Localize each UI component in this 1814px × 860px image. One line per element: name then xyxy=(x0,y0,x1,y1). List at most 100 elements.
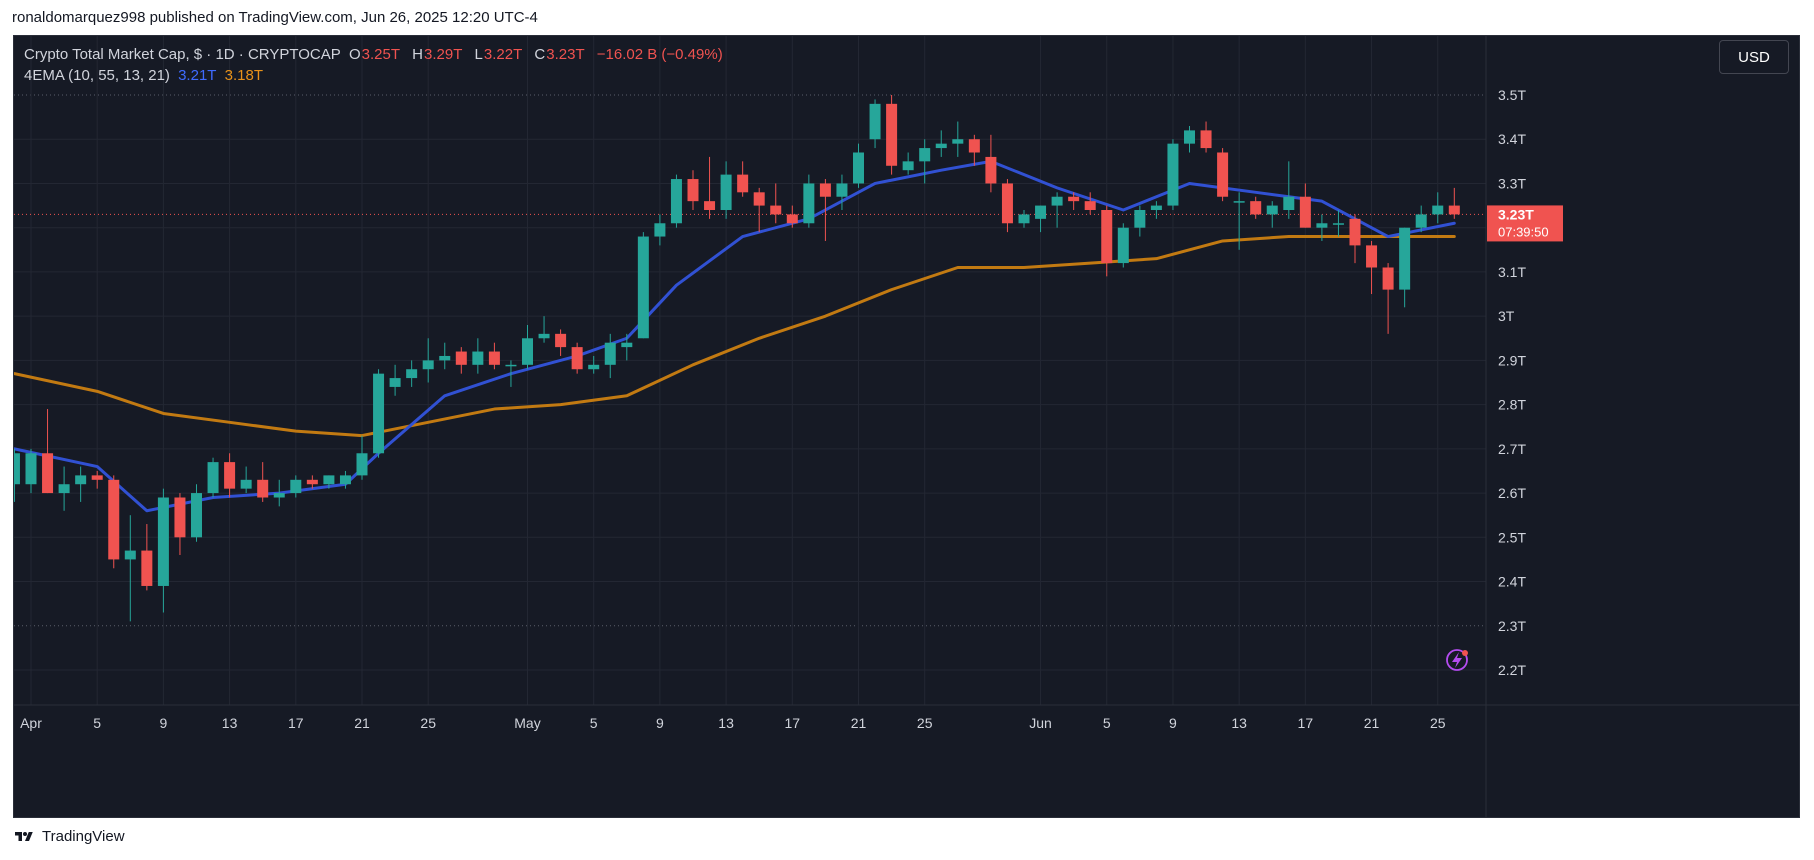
legend-indicator-row: 4EMA (10, 55, 13, 21) 3.21T 3.18T xyxy=(24,65,727,86)
candle-body xyxy=(1068,196,1080,202)
candle xyxy=(654,214,666,246)
candle xyxy=(455,347,467,374)
footer-brand[interactable]: TradingView xyxy=(42,828,125,845)
chart-frame[interactable]: Crypto Total Market Cap, $ · 1D · CRYPTO… xyxy=(13,35,1800,818)
candle-body xyxy=(488,351,500,365)
candle xyxy=(836,174,848,210)
candle-body xyxy=(389,378,401,387)
candle xyxy=(968,134,980,166)
candle xyxy=(803,174,815,228)
ema-slow-value: 3.18T xyxy=(224,67,263,84)
candle xyxy=(14,448,20,502)
x-tick-label: May xyxy=(514,715,540,731)
candle xyxy=(1117,223,1129,268)
candle xyxy=(853,143,864,188)
y-tick-label: 3.4T xyxy=(1498,131,1526,147)
candle-body xyxy=(472,351,484,365)
candle-body xyxy=(819,183,831,197)
candle xyxy=(555,329,567,356)
candle xyxy=(1448,187,1460,219)
ema-fast-value: 3.21T xyxy=(178,67,217,84)
candle-body xyxy=(968,139,980,153)
legend-low: L3.22T xyxy=(474,46,523,63)
candle-body xyxy=(1150,205,1162,210)
candle xyxy=(1018,210,1030,228)
lightning-icon[interactable] xyxy=(1446,649,1468,671)
x-tick-label: 9 xyxy=(656,715,664,731)
candle xyxy=(1250,196,1262,219)
candle xyxy=(1084,192,1096,215)
candle xyxy=(257,462,269,502)
candle-body xyxy=(306,479,318,485)
candle-body xyxy=(1217,152,1229,197)
candle-body xyxy=(1018,214,1030,224)
candle-body xyxy=(406,369,418,379)
candle xyxy=(1001,179,1013,233)
candle-body xyxy=(108,479,120,560)
candle xyxy=(1068,192,1080,210)
candle xyxy=(406,360,418,387)
candle xyxy=(621,333,633,361)
candle xyxy=(952,121,964,157)
candle-body xyxy=(439,355,451,361)
candle xyxy=(505,360,517,387)
candle-body xyxy=(902,161,914,171)
tradingview-logo-icon[interactable] xyxy=(12,830,36,844)
candle-body xyxy=(1035,205,1047,219)
candle xyxy=(323,475,335,489)
legend: Crypto Total Market Cap, $ · 1D · CRYPTO… xyxy=(24,44,727,86)
candle-body xyxy=(853,152,864,184)
candle-body xyxy=(1399,227,1411,290)
candle xyxy=(273,479,285,507)
candle-body xyxy=(1233,201,1245,203)
x-tick-label: 17 xyxy=(288,715,304,731)
candle xyxy=(191,484,202,542)
ema-slow-line xyxy=(14,235,1456,438)
candle xyxy=(1167,139,1179,210)
candle-body xyxy=(207,462,219,494)
candle-body xyxy=(1283,196,1295,210)
candle-body xyxy=(323,475,335,485)
currency-button[interactable]: USD xyxy=(1719,40,1789,74)
candle-body xyxy=(1299,196,1311,228)
candle xyxy=(373,369,385,458)
candle xyxy=(538,316,550,343)
price-tag-value: 3.23T xyxy=(1498,206,1534,222)
candle-body xyxy=(538,333,550,339)
candle-body xyxy=(935,143,947,149)
candle xyxy=(157,488,169,613)
candle xyxy=(737,161,749,197)
candle-body xyxy=(273,493,285,498)
y-tick-label: 2.4T xyxy=(1498,574,1526,590)
candle-body xyxy=(1266,205,1278,215)
indicator-name: 4EMA (10, 55, 13, 21) xyxy=(24,67,170,84)
candle-body xyxy=(75,475,87,485)
candle-body xyxy=(422,360,434,370)
candle xyxy=(207,457,219,498)
candle-body xyxy=(571,347,583,370)
candle xyxy=(786,205,798,228)
lightning-icon-ring xyxy=(1446,649,1468,671)
candle-body xyxy=(555,333,567,348)
candle-body xyxy=(637,236,649,339)
x-tick-label: 5 xyxy=(1103,715,1111,731)
candle-body xyxy=(737,174,749,193)
candle-body xyxy=(753,192,765,206)
candle xyxy=(439,342,451,370)
candle xyxy=(141,524,153,591)
candle xyxy=(919,139,931,184)
candle-body xyxy=(786,214,798,224)
candle xyxy=(902,152,914,175)
candle-body xyxy=(770,205,782,215)
candle-body xyxy=(985,156,997,184)
candle-body xyxy=(704,201,716,210)
candle-body xyxy=(356,453,368,476)
y-tick-label: 3T xyxy=(1498,308,1515,324)
x-tick-label: 25 xyxy=(917,715,933,731)
legend-symbol: Crypto Total Market Cap, $ · 1D · CRYPTO… xyxy=(24,46,341,63)
candle-body xyxy=(1101,210,1113,264)
x-tick-label: 5 xyxy=(93,715,101,731)
candle xyxy=(1299,183,1311,228)
candle xyxy=(1051,192,1063,228)
candle xyxy=(306,475,318,489)
